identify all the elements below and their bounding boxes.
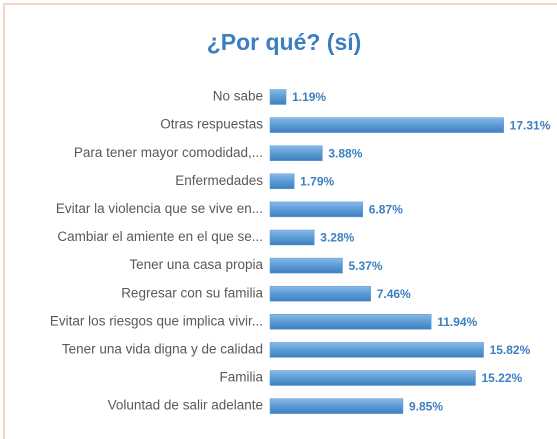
bar xyxy=(269,229,315,246)
bar xyxy=(269,257,343,274)
bar xyxy=(269,370,476,386)
value-label: 17.31% xyxy=(510,118,551,132)
category-label: Evitar los riesgos que implica vivir... xyxy=(50,313,263,328)
chart-title: ¿Por qué? (sí) xyxy=(207,29,362,55)
bar xyxy=(269,314,432,330)
category-label: Voluntad de salir adelante xyxy=(108,398,263,413)
value-label: 15.82% xyxy=(490,343,531,357)
bar xyxy=(269,201,363,218)
value-label: 1.19% xyxy=(292,90,326,104)
bar xyxy=(269,117,504,133)
category-label: Tener una vida digna y de calidad xyxy=(62,341,263,356)
bar xyxy=(269,285,371,302)
value-label: 1.79% xyxy=(300,174,334,188)
value-label: 3.88% xyxy=(328,146,362,160)
category-label: Tener una casa propia xyxy=(129,257,263,272)
category-label: Para tener mayor comodidad,... xyxy=(74,145,263,160)
value-label: 7.46% xyxy=(377,287,411,301)
bar xyxy=(269,342,484,358)
category-label: Regresar con su familia xyxy=(121,285,263,300)
bar xyxy=(269,145,323,161)
category-label: Enfermedades xyxy=(175,173,263,188)
value-label: 9.85% xyxy=(409,399,443,413)
value-label: 6.87% xyxy=(369,203,403,217)
value-label: 15.22% xyxy=(481,371,522,385)
category-label: Evitar la violencia que se vive en... xyxy=(56,201,263,216)
bar xyxy=(269,89,287,105)
bar xyxy=(269,398,404,414)
category-label: Cambiar el amiente en el que se... xyxy=(57,229,263,244)
value-label: 3.28% xyxy=(320,231,354,245)
category-label: Familia xyxy=(219,370,263,385)
value-label: 11.94% xyxy=(437,315,477,329)
category-label: Otras respuestas xyxy=(160,117,263,132)
value-label: 5.37% xyxy=(348,259,382,273)
bar xyxy=(269,173,295,190)
category-label: No sabe xyxy=(213,89,263,104)
frame xyxy=(3,3,557,439)
